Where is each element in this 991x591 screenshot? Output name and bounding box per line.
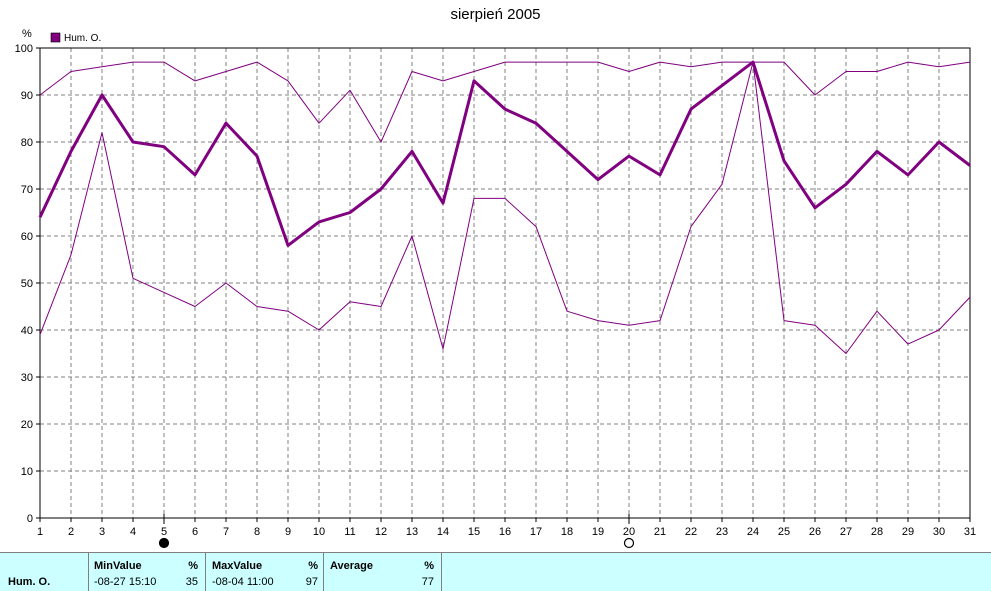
stats-row-header: Hum. O. [0, 553, 89, 591]
y-tick-label: 10 [21, 466, 33, 478]
min-value-time: -08-27 15:10 [94, 576, 157, 588]
x-tick-label: 20 [623, 526, 635, 538]
y-tick-label: 90 [21, 90, 33, 102]
humidity-chart: 1 2 3 4 5 6 7 8 9 10 11 12 13 14 15 16 17 18 19 20 21 22 23 24 2… [15, 28, 976, 549]
max-value: 97 [305, 576, 318, 588]
y-axis-unit: % [22, 28, 32, 40]
x-tick-label: 13 [406, 526, 418, 538]
plot-frame [39, 47, 971, 519]
x-tick-label: 29 [902, 526, 914, 538]
y-tick-label: 20 [21, 419, 33, 431]
y-tick-label: 50 [21, 278, 33, 290]
x-tick-label: 26 [809, 526, 821, 538]
x-tick-label: 11 [344, 526, 355, 538]
series-layer [38, 60, 971, 354]
y-tick-label: 80 [21, 137, 33, 149]
x-tick-label: 1 [37, 526, 43, 538]
stats-min-cell: MinValue % -08-27 15:10 35 [89, 553, 206, 591]
series-line-min [39, 61, 971, 354]
stats-panel: Hum. O. MinValue % -08-27 15:10 35 MaxVa… [0, 552, 991, 591]
y-tick-label: 100 [15, 43, 33, 55]
legend-label: Hum. O. [64, 33, 101, 44]
x-tick-label: 27 [840, 526, 852, 538]
legend-swatch [50, 32, 61, 43]
y-tick-label: 30 [21, 372, 33, 384]
max-value-unit: % [308, 560, 318, 572]
x-tick-label: 5 [161, 526, 167, 538]
x-tick-label: 17 [530, 526, 542, 538]
legend: Hum. O. [50, 32, 101, 44]
new-moon-icon [623, 537, 635, 549]
x-tick-label: 4 [130, 526, 136, 538]
average-value: 77 [421, 576, 434, 588]
y-tick-label: 0 [27, 513, 33, 525]
x-tick-label: 22 [685, 526, 697, 538]
x-tick-label: 31 [964, 526, 976, 538]
x-tick-label: 14 [437, 526, 449, 538]
x-tick-label: 10 [313, 526, 325, 538]
max-value-label: MaxValue [212, 560, 263, 572]
x-tick-label: 23 [716, 526, 728, 538]
stats-row-label: Hum. O. [8, 576, 51, 588]
min-value: 35 [185, 576, 198, 588]
x-tick-label: 21 [654, 526, 666, 538]
x-tick-label: 9 [285, 526, 291, 538]
x-tick-label: 2 [68, 526, 74, 538]
y-tick-label: 40 [21, 325, 33, 337]
average-unit: % [424, 560, 434, 572]
min-value-unit: % [188, 560, 198, 572]
grid [40, 48, 970, 518]
max-value-time: -08-04 11:00 [212, 576, 274, 588]
x-tick-label: 24 [747, 526, 759, 538]
y-tick-label: 70 [21, 184, 33, 196]
series-line-max [39, 61, 971, 143]
average-label: Average [330, 560, 374, 572]
min-value-label: MinValue [94, 560, 142, 572]
x-tick-label: 3 [99, 526, 105, 538]
stats-max-cell: MaxValue % -08-04 11:00 97 [206, 553, 324, 591]
x-tick-label: 25 [778, 526, 790, 538]
chart-title: sierpień 2005 [450, 6, 541, 23]
series-line-average [38, 60, 971, 247]
x-tick-label: 8 [254, 526, 260, 538]
x-tick-label: 18 [561, 526, 573, 538]
axes [36, 47, 971, 522]
x-tick-label: 7 [223, 526, 229, 538]
full-moon-icon [158, 537, 170, 549]
x-tick-label: 16 [499, 526, 511, 538]
y-tick-label: 60 [21, 231, 33, 243]
x-tick-label: 28 [871, 526, 883, 538]
x-tick-label: 6 [192, 526, 198, 538]
x-tick-label: 19 [592, 526, 604, 538]
moon-phases [158, 514, 635, 549]
x-tick-label: 30 [933, 526, 945, 538]
tick-labels: 1 2 3 4 5 6 7 8 9 10 11 12 13 14 15 16 17 18 19 20 21 22 23 24 2… [15, 43, 976, 538]
x-tick-label: 15 [468, 526, 480, 538]
stats-avg-cell: Average % 77 [324, 553, 442, 591]
x-tick-label: 12 [375, 526, 387, 538]
